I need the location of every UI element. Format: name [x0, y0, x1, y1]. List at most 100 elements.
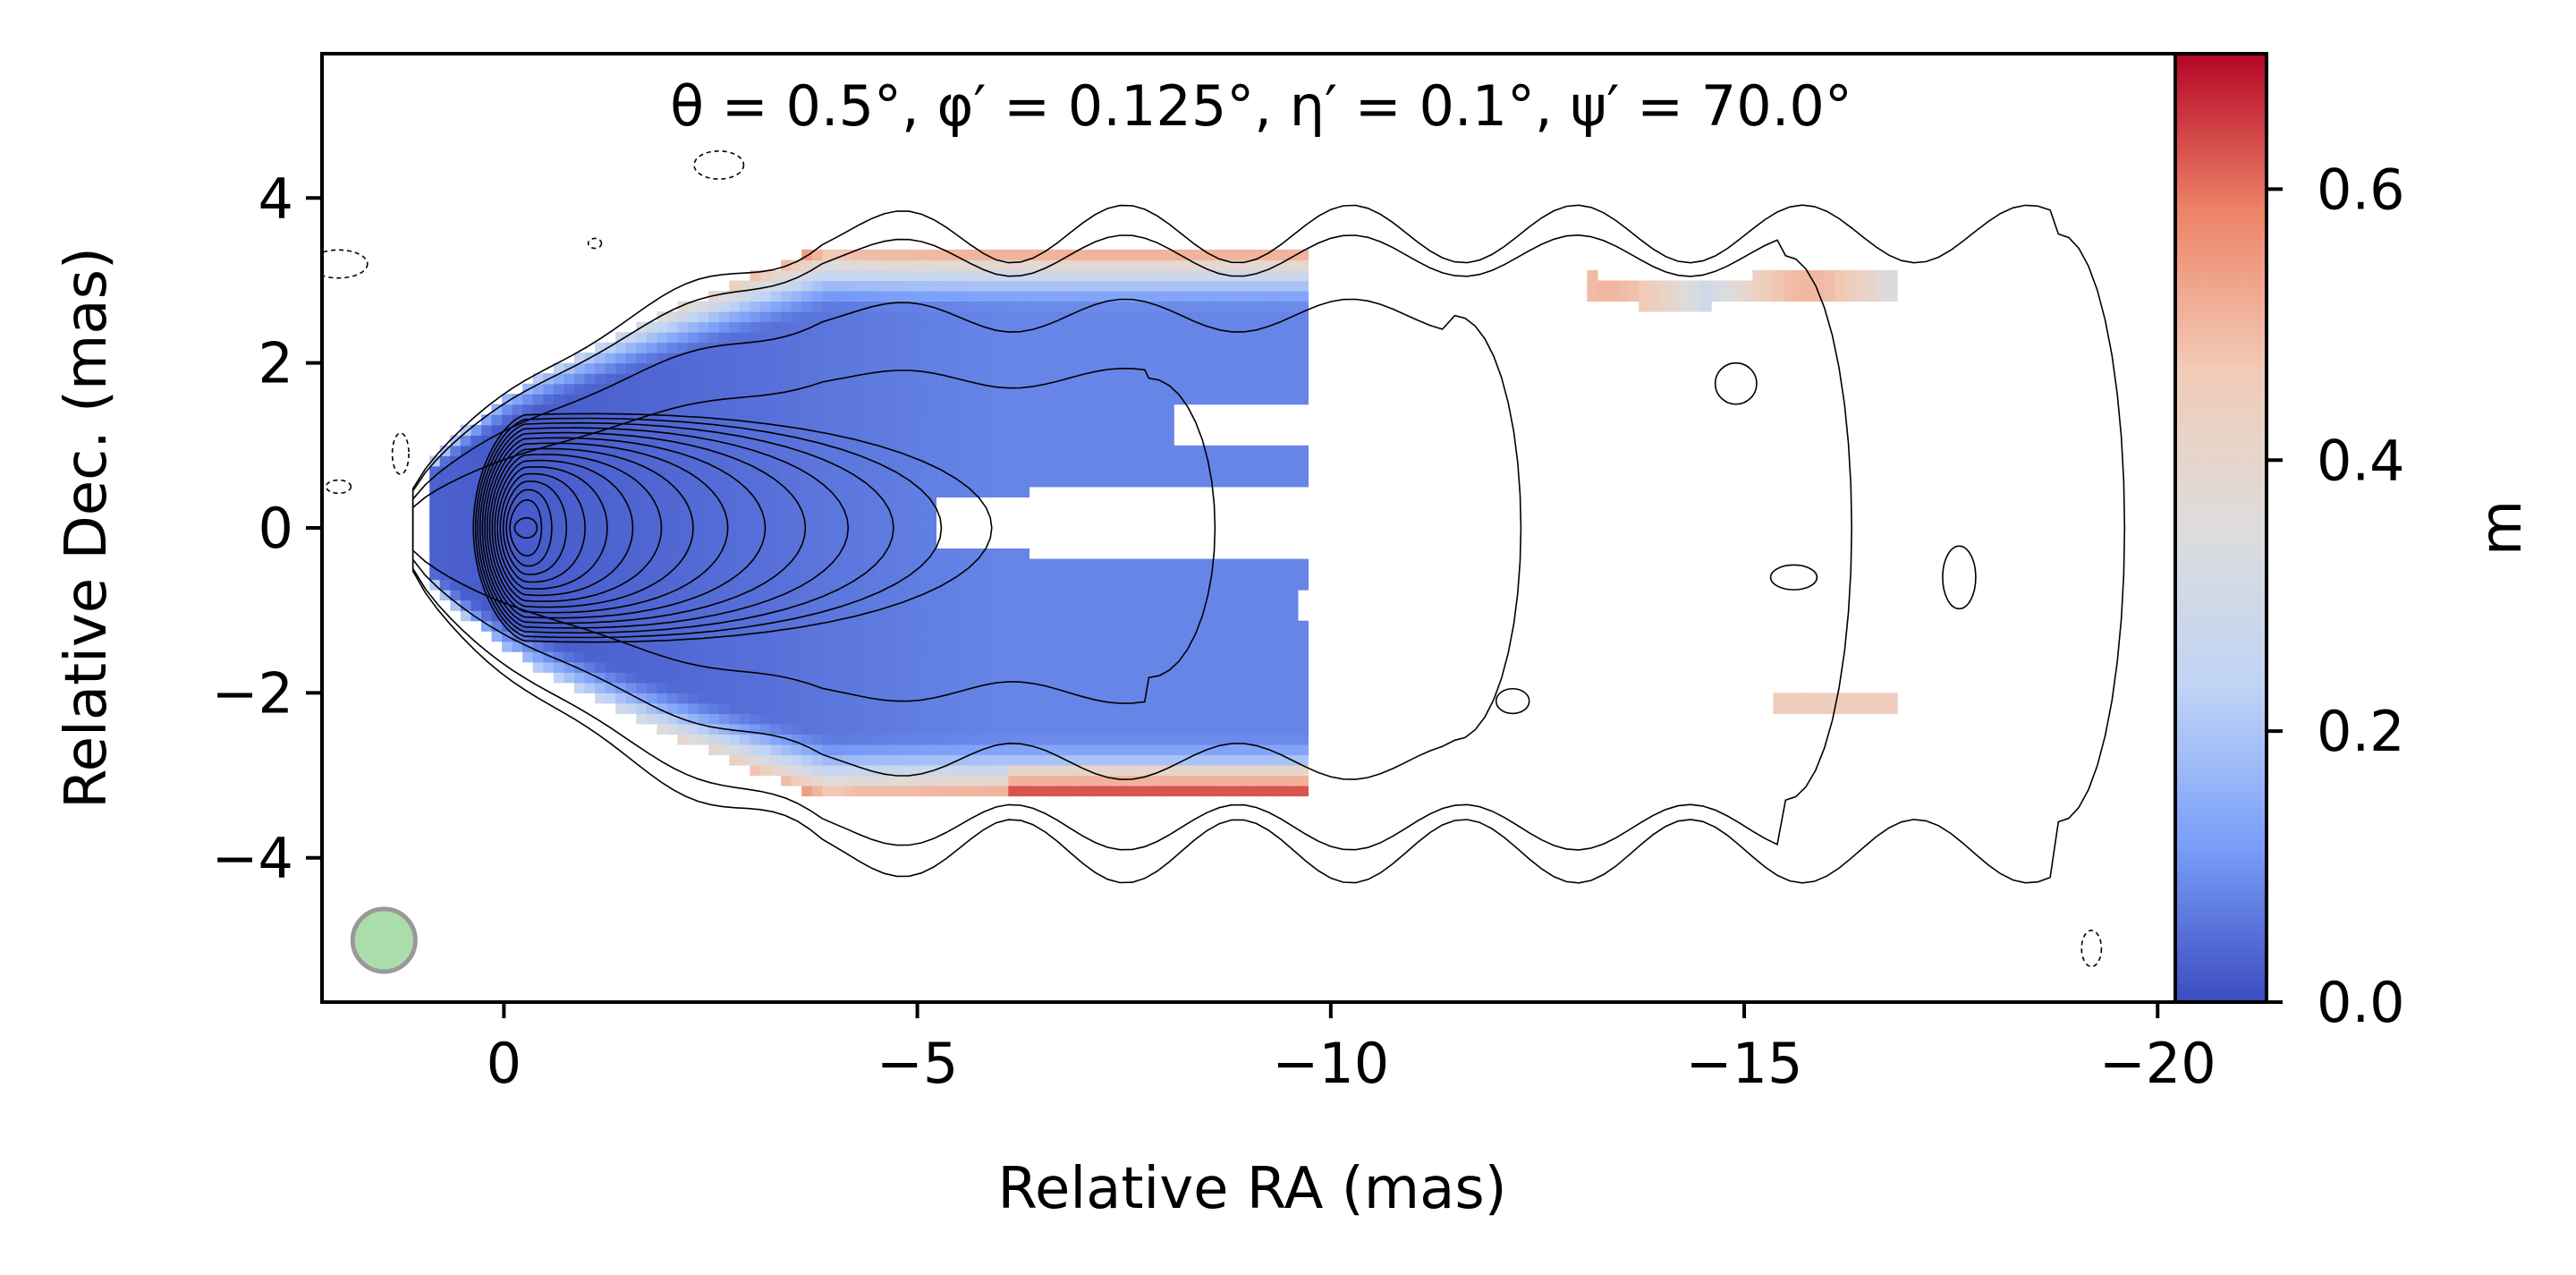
pol-pixel	[874, 528, 886, 540]
pol-pixel	[843, 455, 854, 467]
pol-pixel	[884, 610, 895, 622]
pol-pixel	[997, 744, 1009, 756]
pol-pixel	[956, 693, 968, 704]
pol-pixel	[915, 631, 927, 642]
pol-pixel	[1235, 465, 1247, 477]
pol-pixel	[1080, 445, 1092, 456]
pol-pixel	[1090, 404, 1102, 415]
pol-pixel	[832, 693, 843, 704]
pol-pixel	[946, 270, 958, 282]
pol-pixel	[1070, 641, 1081, 652]
pol-pixel	[1276, 280, 1288, 292]
colorbar-tick-label: 0.2	[2317, 699, 2405, 764]
pol-pixel	[1018, 486, 1030, 497]
pol-pixel	[1256, 599, 1267, 611]
pol-pixel	[750, 672, 761, 684]
pol-pixel	[1225, 291, 1237, 302]
pol-pixel	[667, 528, 679, 540]
pol-pixel	[1060, 702, 1072, 714]
pol-pixel	[936, 775, 947, 786]
pol-pixel	[904, 486, 916, 497]
pol-pixel	[894, 342, 906, 353]
pol-pixel	[708, 486, 720, 497]
pol-pixel	[1246, 455, 1258, 467]
pol-pixel	[1039, 280, 1051, 292]
pol-pixel	[1132, 311, 1144, 323]
pol-pixel	[904, 394, 916, 405]
pol-pixel	[936, 332, 947, 344]
pol-pixel	[760, 280, 772, 292]
pol-pixel	[843, 723, 854, 735]
pol-pixel	[946, 579, 958, 591]
pol-pixel	[729, 528, 741, 540]
pol-pixel	[522, 404, 534, 415]
pol-pixel	[1060, 465, 1072, 477]
pol-pixel	[502, 610, 513, 622]
pol-pixel	[1060, 620, 1072, 632]
pol-pixel	[987, 445, 999, 456]
pol-pixel	[863, 538, 875, 549]
pol-pixel	[1194, 599, 1206, 611]
pol-pixel	[1225, 754, 1237, 766]
pol-pixel	[781, 517, 792, 529]
pol-pixel	[1060, 404, 1072, 415]
pol-pixel	[977, 486, 988, 497]
pol-pixel	[894, 301, 906, 312]
pol-pixel	[1183, 702, 1195, 714]
pol-pixel	[1256, 786, 1267, 797]
pol-pixel	[739, 476, 750, 488]
pol-pixel	[1008, 404, 1020, 415]
pol-pixel	[1276, 291, 1288, 302]
pol-pixel	[1080, 558, 1092, 570]
pol-pixel	[1194, 394, 1206, 405]
pol-pixel	[770, 445, 782, 456]
pol-pixel	[1070, 558, 1081, 570]
pol-pixel	[1060, 672, 1072, 684]
pol-pixel	[460, 548, 471, 560]
pol-pixel	[1080, 259, 1092, 271]
pol-pixel	[1060, 599, 1072, 611]
pol-pixel	[1080, 414, 1092, 426]
pol-pixel	[729, 569, 741, 581]
pol-pixel	[1153, 590, 1165, 601]
pol-pixel	[1080, 424, 1092, 436]
pol-pixel	[564, 641, 575, 652]
pol-pixel	[1194, 672, 1206, 684]
pol-pixel	[646, 455, 657, 467]
pol-pixel	[853, 259, 865, 271]
pol-pixel	[915, 775, 927, 786]
pol-pixel	[595, 651, 606, 663]
pol-pixel	[1183, 291, 1195, 302]
pol-pixel	[946, 465, 958, 477]
pol-pixel	[1215, 280, 1226, 292]
pol-pixel	[843, 353, 854, 364]
pol-pixel	[1101, 342, 1113, 353]
pol-pixel	[1132, 651, 1144, 663]
pol-pixel	[946, 599, 958, 611]
pol-pixel	[1256, 775, 1267, 786]
pol-pixel	[646, 383, 657, 395]
pol-pixel	[997, 713, 1009, 725]
pol-pixel	[750, 713, 761, 725]
pol-pixel	[439, 579, 451, 591]
pol-pixel	[1215, 651, 1226, 663]
pol-pixel	[863, 702, 875, 714]
pol-pixel	[822, 476, 834, 488]
pol-pixel	[1039, 362, 1051, 374]
pol-pixel	[863, 599, 875, 611]
pol-pixel	[801, 342, 813, 353]
contour-line	[411, 367, 1216, 704]
pol-pixel	[1163, 414, 1174, 426]
pol-pixel	[1142, 734, 1154, 745]
pol-pixel	[1256, 569, 1267, 581]
pol-pixel	[688, 373, 699, 385]
pol-pixel	[832, 249, 843, 260]
pol-pixel	[739, 465, 750, 477]
pol-pixel	[874, 651, 886, 663]
pol-pixel	[1008, 579, 1020, 591]
pol-pixel	[925, 486, 936, 497]
pol-pixel	[646, 404, 657, 415]
pol-pixel	[1049, 754, 1061, 766]
pol-pixel	[801, 569, 813, 581]
pol-pixel	[605, 383, 616, 395]
